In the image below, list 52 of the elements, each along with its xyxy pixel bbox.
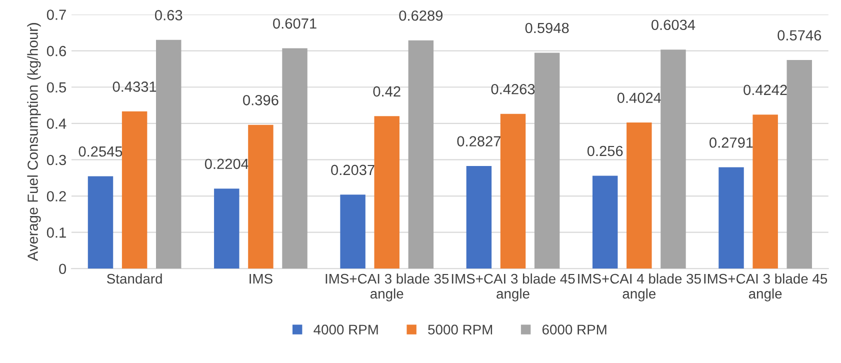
- y-tick-label: 0.3: [46, 154, 66, 166]
- bar: [660, 50, 686, 269]
- data-label: 0.4331: [112, 82, 156, 92]
- bar: [534, 52, 560, 269]
- data-label: 0.6034: [651, 20, 696, 30]
- data-label: 0.396: [243, 94, 278, 106]
- bar: [340, 194, 366, 269]
- data-label: 0.4024: [617, 92, 662, 103]
- legend-label: 4000 RPM: [314, 324, 378, 335]
- x-tick-label: IMS+CAI 3 blade 45 angle: [704, 273, 828, 302]
- data-label: 0.2037: [331, 164, 374, 176]
- data-label: 0.2827: [457, 136, 501, 146]
- bar: [122, 111, 148, 269]
- data-label: 0.256: [587, 146, 623, 156]
- bar: [248, 124, 274, 269]
- data-label: 0.4242: [744, 84, 787, 96]
- bar: [282, 48, 308, 269]
- bar: [408, 40, 434, 269]
- y-tick-label: 0.4: [46, 118, 66, 129]
- data-label: 0.2545: [78, 146, 122, 157]
- legend-label: 6000 RPM: [542, 324, 606, 335]
- bar: [626, 122, 652, 269]
- x-tick-label: IMS+CAI 4 blade 35 angle: [578, 273, 701, 302]
- data-label: 0.42: [373, 86, 400, 97]
- bar: [786, 60, 812, 269]
- data-label: 0.6289: [399, 10, 443, 21]
- x-tick-label: Standard: [107, 273, 162, 284]
- y-axis-title: Average Fuel Consumption (kg/hour): [27, 23, 41, 261]
- y-tick-label: 0.7: [46, 10, 66, 20]
- data-label: 0.6071: [273, 18, 316, 29]
- bar: [718, 167, 744, 269]
- x-tick-label: IMS+CAI 3 blade 45 angle: [452, 273, 575, 302]
- x-tick-label: IMS: [250, 274, 272, 284]
- bar: [466, 166, 492, 269]
- bar: [156, 40, 182, 269]
- x-tick-label: IMS+CAI 3 blade 35 angle: [326, 273, 449, 302]
- data-label: 0.5948: [525, 22, 569, 34]
- bar: [500, 114, 526, 269]
- bar: [374, 116, 400, 269]
- bar: [88, 176, 114, 269]
- data-label: 0.5746: [778, 30, 822, 40]
- y-tick-label: 0.5: [46, 82, 66, 93]
- y-tick-label: 0.1: [46, 227, 66, 238]
- y-tick-label: 0.6: [46, 46, 66, 56]
- data-label: 0.63: [155, 10, 182, 20]
- bar: [214, 188, 240, 269]
- y-tick-label: 0: [59, 264, 66, 274]
- bar: [752, 114, 778, 269]
- y-tick-label: 0.2: [46, 191, 66, 202]
- data-label: 0.4263: [491, 84, 535, 94]
- legend-label: 5000 RPM: [428, 324, 492, 335]
- bar: [592, 176, 618, 269]
